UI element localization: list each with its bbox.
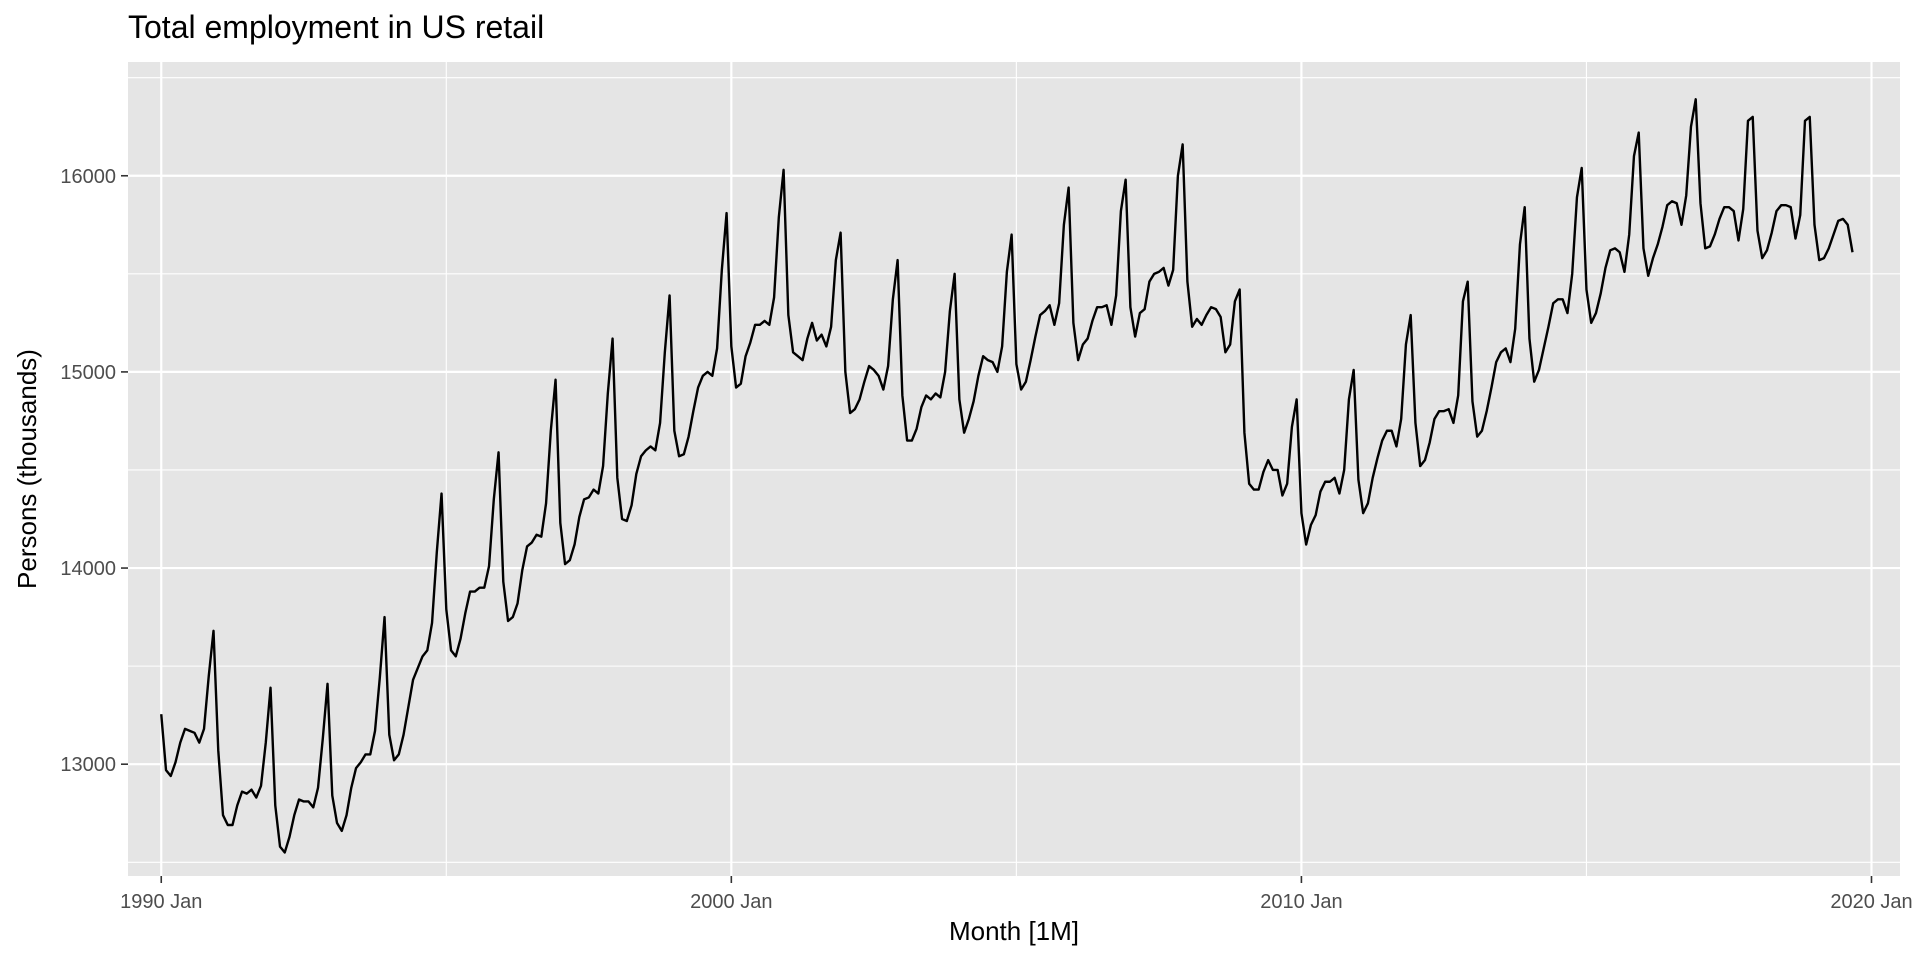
y-axis: 13000 14000 15000 16000	[60, 166, 128, 776]
x-tick-label: 2000 Jan	[690, 891, 772, 913]
major-gridlines	[128, 62, 1900, 876]
y-tick-label: 14000	[60, 558, 116, 580]
y-axis-title: Persons (thousands)	[12, 349, 42, 589]
y-tick-label: 16000	[60, 166, 116, 188]
x-tick-label: 1990 Jan	[120, 891, 202, 913]
x-axis-title: Month [1M]	[949, 916, 1079, 946]
plot-panel	[128, 62, 1900, 876]
series-line	[160, 98, 1854, 854]
y-tick-label: 15000	[60, 362, 116, 384]
series-group	[160, 98, 1854, 854]
y-tick-label: 13000	[60, 754, 116, 776]
x-tick-label: 2020 Jan	[1830, 891, 1912, 913]
chart-title: Total employment in US retail	[128, 9, 544, 45]
x-tick-label: 2010 Jan	[1260, 891, 1342, 913]
x-axis: 1990 Jan 2000 Jan 2010 Jan 2020 Jan	[120, 876, 1913, 913]
